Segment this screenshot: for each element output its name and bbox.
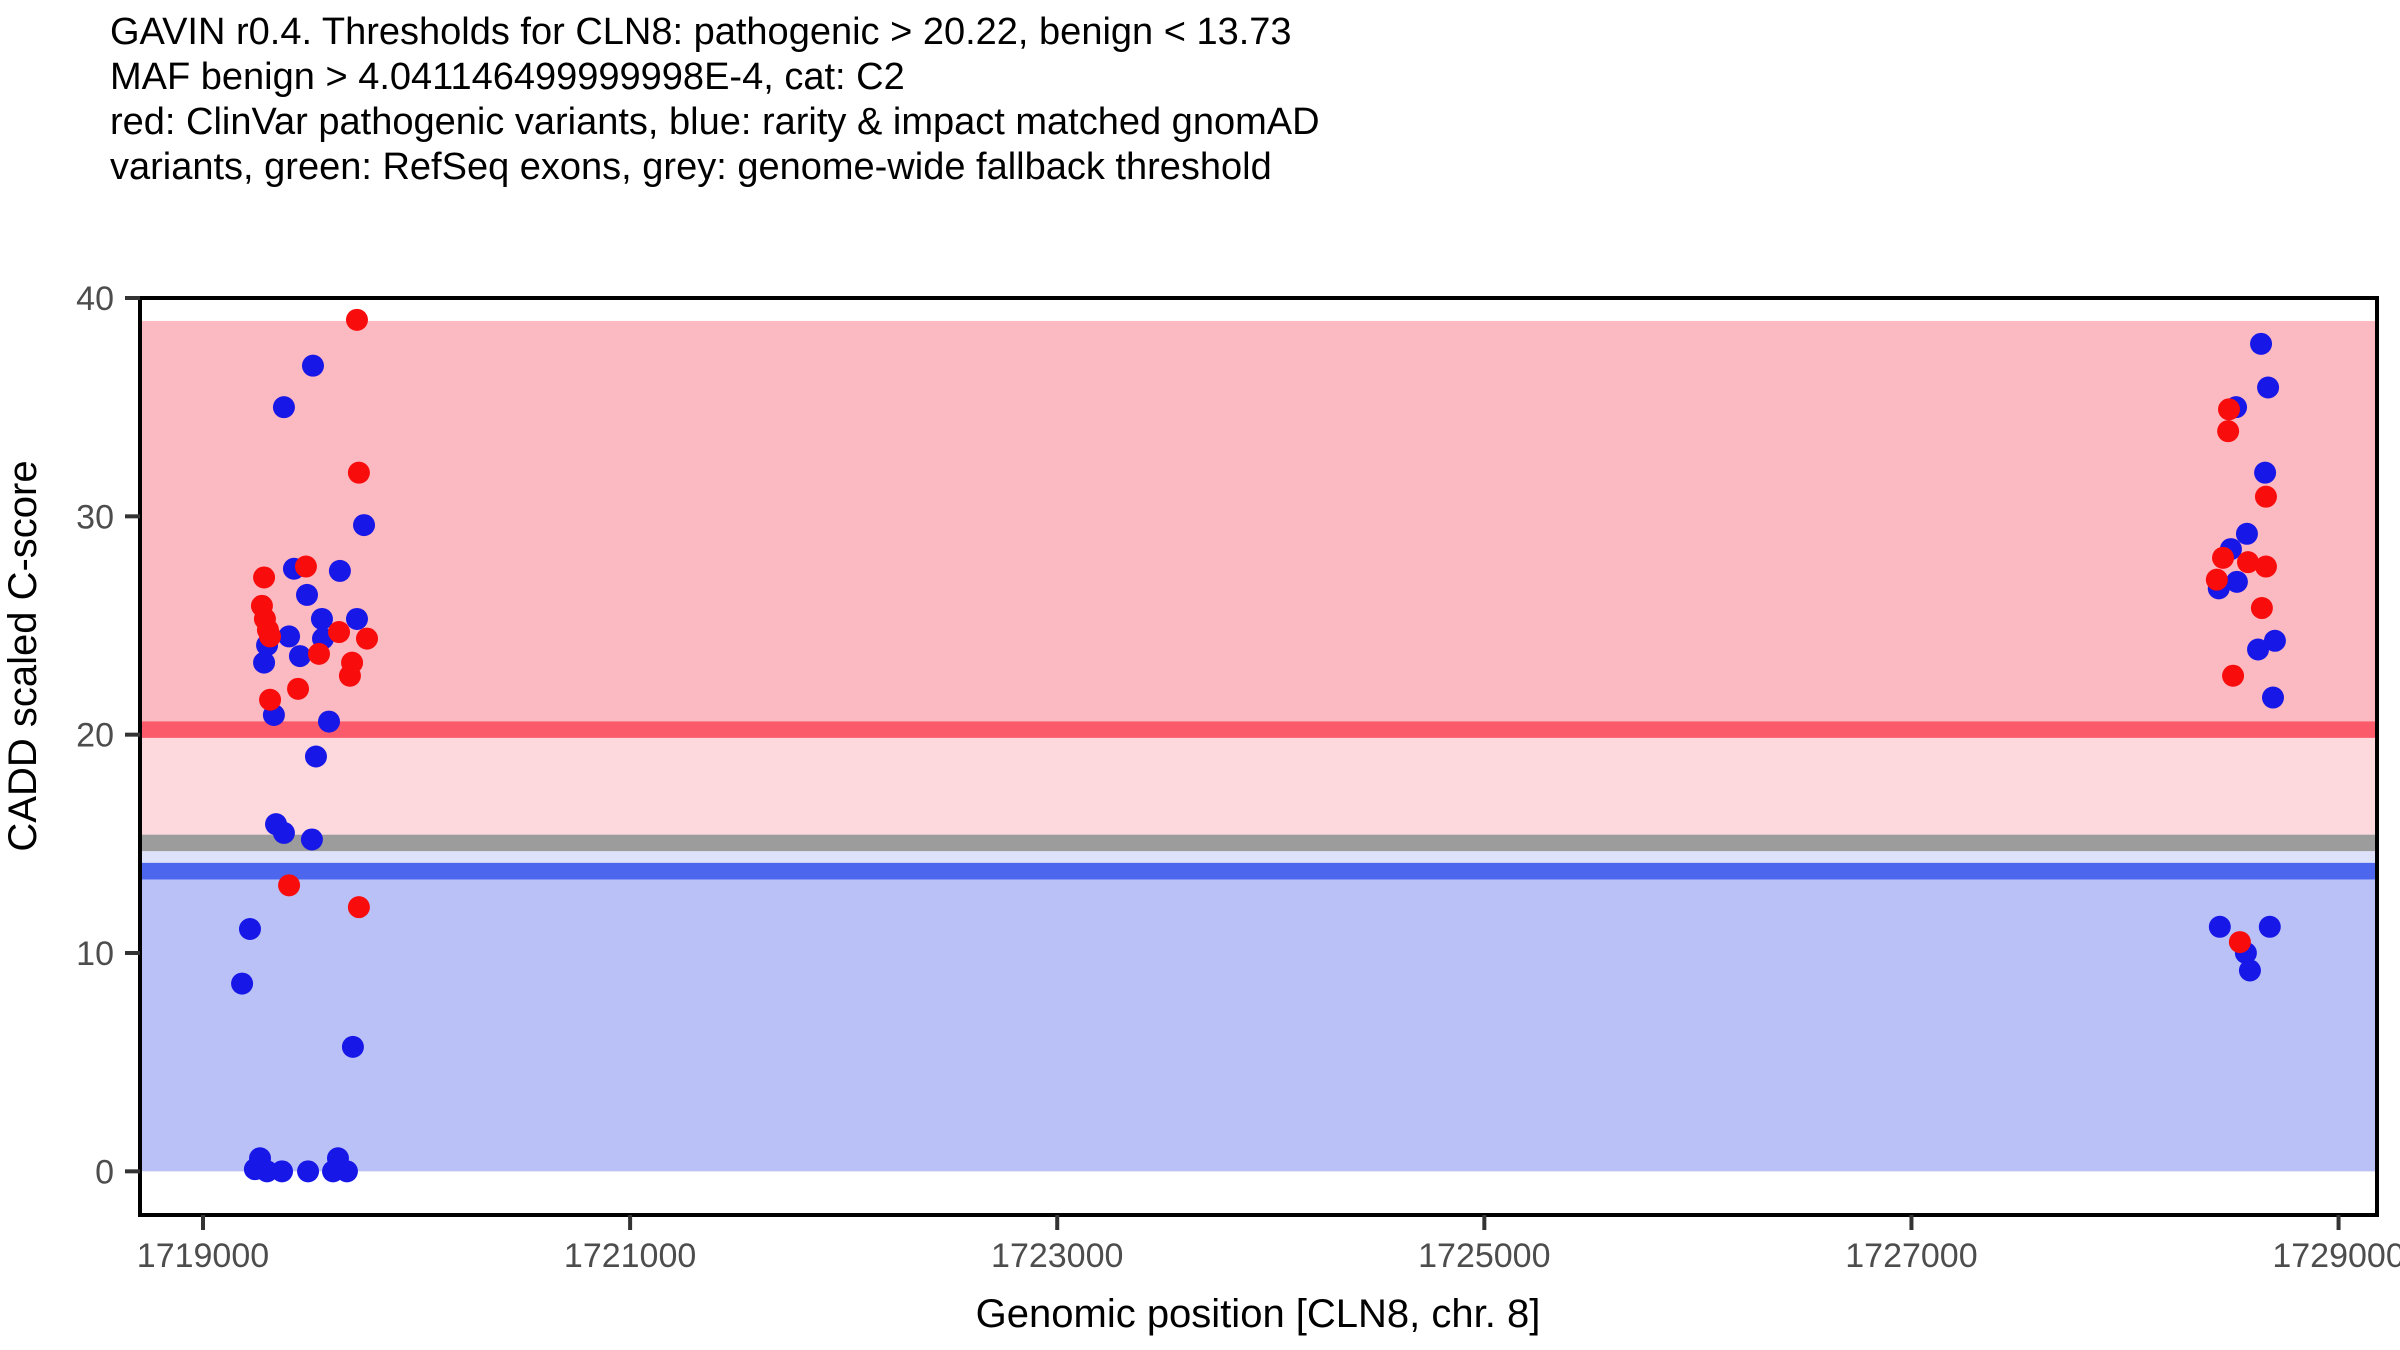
x-axis-tick-label: 1729000 <box>2272 1237 2400 1275</box>
gnomad-variant-point <box>341 1035 364 1058</box>
clinvar-pathogenic-variant-point <box>2254 555 2277 578</box>
gnomad-variant-point <box>353 514 376 537</box>
gnomad-variant-point <box>304 745 327 768</box>
clinvar-pathogenic-variant-point <box>328 621 351 644</box>
gnomad-variant-point <box>2254 461 2277 484</box>
clinvar-pathogenic-variant-point <box>307 642 330 665</box>
clinvar-pathogenic-variant-point <box>287 677 310 700</box>
clinvar-pathogenic-variant-point <box>2217 420 2240 443</box>
gnomad-variant-point <box>328 559 351 582</box>
y-axis-title: CADD scaled C-score <box>1 460 45 851</box>
clinvar-pathogenic-variant-point <box>2228 931 2251 954</box>
y-axis-tick-label: 20 <box>76 717 114 755</box>
variant-points-layer <box>231 308 2286 1183</box>
gnomad-variant-point <box>2257 376 2280 399</box>
gnomad-variant-point <box>238 917 261 940</box>
clinvar-pathogenic-variant-point <box>253 566 276 589</box>
gnomad-variant-point <box>271 1160 294 1183</box>
y-axis-tick-label: 0 <box>95 1153 114 1191</box>
gnomad-variant-point <box>317 710 340 733</box>
pathogenic-region <box>140 320 2377 722</box>
clinvar-pathogenic-variant-point <box>2250 597 2273 620</box>
gnomad-variant-point <box>231 972 254 995</box>
clinvar-pathogenic-variant-point <box>356 627 379 650</box>
axes-layer: 1719000 1721000 1723000 1725000 1727000 17290… <box>76 280 2400 1275</box>
gnomad-variant-point <box>278 625 301 648</box>
gnomad-variant-point <box>288 645 311 668</box>
gnomad-variant-point <box>272 821 295 844</box>
x-axis-tick-label: 1721000 <box>564 1237 696 1275</box>
x-axis-tick-label: 1725000 <box>1418 1237 1550 1275</box>
gnomad-variant-point <box>2261 686 2284 709</box>
y-axis-tick-label: 10 <box>76 935 114 973</box>
clinvar-pathogenic-variant-point <box>347 896 370 919</box>
clinvar-pathogenic-variant-point <box>259 688 282 711</box>
clinvar-pathogenic-variant-point <box>278 874 301 897</box>
gnomad-variant-point <box>2238 959 2261 982</box>
gnomad-variant-point <box>253 651 276 674</box>
clinvar-pathogenic-variant-point <box>2218 398 2241 421</box>
gnomad-variant-point <box>2247 638 2270 661</box>
panel-border <box>138 296 2379 1217</box>
clinvar-pathogenic-variant-point <box>259 625 282 648</box>
genome-wide-fallback-band <box>140 834 2377 852</box>
gnomad-variant-point <box>2258 915 2281 938</box>
gnomad-variant-point <box>335 1160 358 1183</box>
clinvar-pathogenic-variant-point <box>294 555 317 578</box>
x-axis-title: Genomic position [CLN8, chr. 8] <box>976 1292 1541 1336</box>
clinvar-pathogenic-variant-point <box>347 461 370 484</box>
clinvar-pathogenic-variant-point <box>345 308 368 331</box>
gnomad-variant-point <box>296 583 319 606</box>
gnomad-variant-point <box>301 354 324 377</box>
gnomad-variant-point <box>272 396 295 419</box>
gnomad-variant-point <box>2250 332 2273 355</box>
gnomad-variant-point <box>345 607 368 630</box>
clinvar-pathogenic-variant-point <box>2254 485 2277 508</box>
x-axis-tick-label: 1719000 <box>137 1237 269 1275</box>
clinvar-pathogenic-variant-point <box>2205 568 2228 591</box>
gnomad-variant-point <box>297 1160 320 1183</box>
benign-upper-strip <box>140 851 2377 863</box>
x-axis-tick-label: 1727000 <box>1845 1237 1977 1275</box>
benign-threshold-line <box>140 862 2377 880</box>
y-axis-tick-label: 30 <box>76 498 114 536</box>
pathogenic-threshold-line <box>140 721 2377 738</box>
x-axis-tick-label: 1723000 <box>991 1237 1123 1275</box>
y-axis-tick-label: 40 <box>76 280 114 318</box>
clinvar-pathogenic-variant-point <box>338 664 361 687</box>
gnomad-variant-point <box>2235 522 2258 545</box>
gnomad-variant-point <box>2263 629 2286 652</box>
clinvar-pathogenic-variant-point <box>2222 664 2245 687</box>
gnomad-variant-point <box>310 607 333 630</box>
gnomad-variant-point <box>2225 570 2248 593</box>
clinvar-pathogenic-variant-point <box>2237 551 2260 574</box>
clinvar-pathogenic-variant-point <box>2212 546 2235 569</box>
gnomad-variant-point <box>2208 915 2231 938</box>
benign-region <box>140 879 2377 1172</box>
intermediate-region <box>140 737 2377 835</box>
threshold-bands-layer <box>140 320 2377 1172</box>
gnomad-variant-point <box>300 828 323 851</box>
